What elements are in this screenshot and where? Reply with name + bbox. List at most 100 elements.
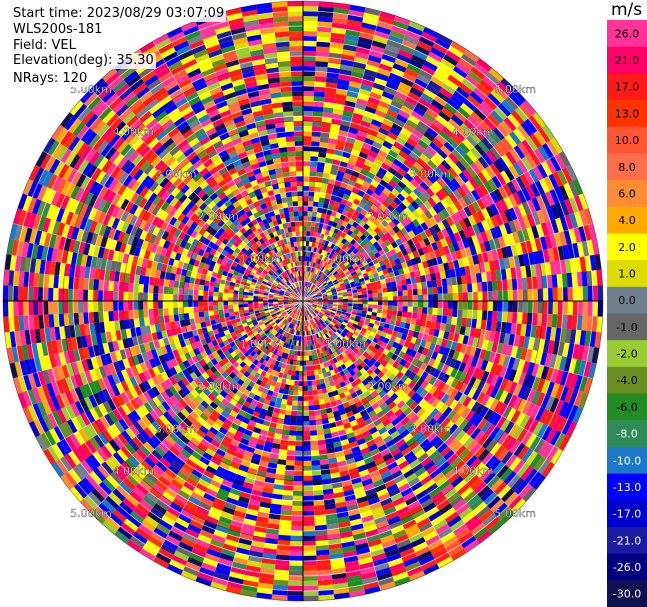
velocity-gate xyxy=(308,196,314,201)
velocity-gate xyxy=(363,298,368,301)
velocity-gate xyxy=(398,296,403,301)
velocity-gate xyxy=(523,301,528,313)
velocity-gate xyxy=(296,431,303,436)
velocity-gate xyxy=(488,291,493,301)
velocity-gate xyxy=(309,181,316,186)
velocity-gate xyxy=(473,301,478,310)
velocity-gate xyxy=(282,429,290,435)
velocity-gate xyxy=(303,526,315,531)
velocity-gate xyxy=(447,285,453,293)
velocity-gate xyxy=(298,391,303,396)
velocity-gate xyxy=(438,294,443,301)
velocity-gate xyxy=(303,171,310,176)
velocity-gate xyxy=(433,301,438,308)
velocity-gate xyxy=(303,461,312,466)
velocity-gate xyxy=(303,551,316,556)
velocity-gate xyxy=(303,226,307,231)
velocity-gate xyxy=(303,11,318,16)
velocity-gate xyxy=(568,287,573,301)
velocity-gate xyxy=(311,445,319,451)
velocity-gate xyxy=(303,151,311,156)
velocity-gate xyxy=(303,101,313,106)
velocity-gate xyxy=(290,415,297,420)
velocity-gate xyxy=(290,546,303,551)
velocity-gate xyxy=(279,520,291,526)
velocity-gate xyxy=(298,396,303,401)
velocity-gate xyxy=(290,420,297,425)
velocity-gate xyxy=(309,405,315,410)
velocity-gate xyxy=(303,536,316,541)
velocity-gate xyxy=(294,471,303,476)
velocity-gate xyxy=(299,366,303,371)
velocity-gate xyxy=(478,292,483,301)
velocity-gate xyxy=(358,304,363,307)
velocity-gate xyxy=(303,511,314,516)
velocity-gate xyxy=(303,486,313,491)
velocity-gate xyxy=(300,361,303,366)
velocity-gate xyxy=(303,161,310,166)
velocity-gate xyxy=(306,366,310,371)
velocity-gate xyxy=(462,284,468,293)
velocity-gate xyxy=(303,96,314,101)
velocity-gate xyxy=(315,76,327,82)
velocity-gate xyxy=(422,307,427,314)
velocity-gate xyxy=(387,310,393,315)
velocity-gate xyxy=(309,420,316,425)
velocity-gate xyxy=(296,421,303,426)
velocity-gate xyxy=(299,371,303,376)
velocity-gate xyxy=(543,288,548,301)
velocity-gate xyxy=(447,309,453,317)
velocity-gate xyxy=(297,351,300,356)
velocity-gate xyxy=(310,430,317,436)
velocity-gate xyxy=(408,295,413,301)
velocity-gate xyxy=(378,297,383,301)
velocity-gate xyxy=(303,571,317,576)
velocity-gate xyxy=(317,429,325,435)
velocity-gate xyxy=(313,106,323,112)
velocity-gate xyxy=(533,301,538,313)
velocity-gate xyxy=(293,486,303,491)
velocity-gate xyxy=(478,301,483,310)
velocity-gate xyxy=(563,301,568,315)
velocity-gate xyxy=(393,301,398,306)
velocity-gate xyxy=(291,526,303,531)
velocity-gate xyxy=(508,290,513,301)
velocity-gate xyxy=(291,410,297,415)
velocity-gate xyxy=(522,313,528,325)
velocity-gate xyxy=(291,370,295,375)
velocity-gate xyxy=(303,116,313,121)
velocity-gate xyxy=(309,415,316,420)
velocity-gate xyxy=(303,566,317,571)
velocity-gate xyxy=(468,301,473,310)
velocity-gate xyxy=(458,293,463,301)
velocity-gate xyxy=(498,301,503,311)
velocity-gate xyxy=(403,296,408,302)
velocity-gate xyxy=(303,41,317,46)
velocity-gate xyxy=(310,226,314,231)
velocity-gate xyxy=(303,481,313,486)
velocity-gate xyxy=(368,297,373,301)
velocity-gate xyxy=(303,416,309,421)
velocity-gate xyxy=(307,376,311,381)
velocity-gate xyxy=(303,541,316,546)
velocity-gate xyxy=(417,307,422,314)
velocity-gate xyxy=(303,131,312,136)
velocity-gate xyxy=(508,301,513,312)
velocity-gate xyxy=(563,287,568,301)
velocity-gate xyxy=(303,591,318,596)
velocity-gate xyxy=(303,196,309,201)
velocity-gate xyxy=(303,76,315,81)
velocity-gate xyxy=(317,167,325,173)
velocity-gate xyxy=(303,181,309,186)
velocity-gate xyxy=(281,505,292,511)
velocity-gate xyxy=(446,316,452,324)
velocity-gate xyxy=(303,141,311,146)
velocity-gate xyxy=(303,371,307,376)
velocity-gate xyxy=(309,176,316,181)
velocity-gate xyxy=(303,191,309,196)
velocity-gate xyxy=(289,556,303,561)
velocity-gate xyxy=(453,301,458,309)
velocity-gate xyxy=(293,481,303,486)
velocity-gate xyxy=(303,506,314,511)
velocity-gate xyxy=(306,351,309,356)
